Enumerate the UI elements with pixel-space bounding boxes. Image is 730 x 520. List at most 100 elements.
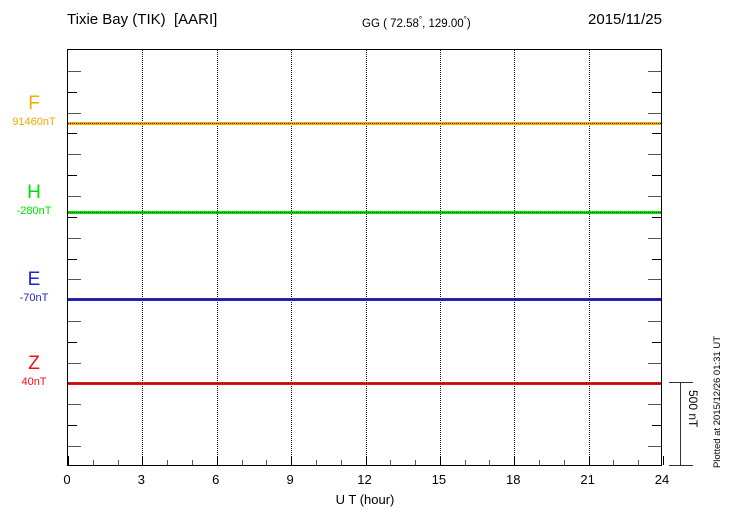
x-tick-label-21: 21 [580,472,595,487]
x-tick-hour-2 [117,460,119,465]
y-tick-left-8 [68,216,77,218]
x-tick-hour-4 [167,460,169,465]
x-tick-hour-8 [266,460,268,465]
trace-noise-F [68,123,661,124]
page-title: Tixie Bay (TIK) [AARI] [67,11,218,28]
x-tick-hour-3 [142,456,144,465]
y-tick-right-13 [648,321,661,323]
component-symbol-Z: Z [28,353,40,374]
y-tick-right-10 [652,258,661,260]
y-tick-right-19 [648,446,661,448]
y-tick-right-3 [648,112,661,114]
x-tick-hour-0 [68,456,69,465]
y-tick-left-12 [68,300,77,302]
x-tick-hour-6 [216,456,218,465]
gridline-hour-9 [291,50,293,465]
y-tick-left-4 [68,133,77,135]
y-tick-left-7 [68,195,81,197]
x-tick-label-24: 24 [654,472,670,487]
y-tick-right-8 [652,216,661,218]
component-label-Z: Z 40nT [2,354,66,389]
y-tick-left-1 [68,70,81,72]
y-tick-right-6 [652,175,661,177]
y-tick-left-2 [68,91,77,93]
y-tick-right-11 [648,279,661,281]
y-tick-right-18 [652,425,661,427]
y-tick-left-3 [68,112,81,114]
gridline-hour-12 [365,50,367,465]
x-tick-hour-10 [315,460,317,465]
y-tick-left-17 [68,404,81,406]
component-baseline-H: -280nT [16,205,52,217]
y-tick-left-13 [68,321,81,323]
trace-noise-H [68,212,661,213]
x-tick-hour-5 [191,460,193,465]
geographic-coordinates: GG ( 72.58°, 129.00°) [362,15,471,30]
component-baseline-E: -70nT [19,292,49,304]
degree-symbol-lat: ° [418,15,423,24]
x-tick-hour-24 [663,456,664,465]
x-tick-label-12: 12 [357,472,372,487]
x-tick-hour-22 [613,460,615,465]
y-tick-left-6 [68,175,77,177]
x-axis-title: U T (hour) [335,492,395,507]
coords-mid: , 129.00 [422,17,464,30]
y-tick-right-2 [652,91,661,93]
gridline-hour-21 [588,50,590,465]
plotted-at-stamp: Plotted at 2015/12/26 01:31 UT [712,336,723,469]
trace-noise-E [68,299,661,300]
gridline-hour-6 [216,50,218,465]
y-tick-left-18 [68,425,77,427]
y-tick-left-10 [68,258,77,260]
x-tick-hour-12 [365,456,367,465]
component-baseline-Z: 40nT [21,376,47,388]
x-tick-hour-9 [291,456,293,465]
y-tick-left-19 [68,446,81,448]
y-tick-right-14 [652,341,661,343]
coords-suffix: ) [466,17,471,30]
observation-date: 2015/11/25 [588,11,662,28]
trace-noise-Z [68,383,661,384]
x-tick-hour-15 [439,456,441,465]
component-symbol-H: H [27,182,41,203]
y-tick-right-17 [648,404,661,406]
x-tick-hour-11 [340,460,342,465]
x-tick-hour-19 [539,460,541,465]
x-tick-hour-21 [588,456,590,465]
x-tick-label-6: 6 [212,472,220,487]
y-tick-right-15 [648,362,661,364]
x-tick-label-3: 3 [137,472,145,487]
y-tick-right-12 [652,300,661,302]
x-tick-hour-16 [464,460,466,465]
x-tick-hour-20 [563,460,565,465]
x-tick-hour-1 [92,460,94,465]
x-tick-label-18: 18 [506,472,521,487]
x-tick-hour-13 [390,460,392,465]
x-tick-hour-18 [514,456,516,465]
y-tick-left-15 [68,362,81,364]
plot-area [67,49,664,466]
x-tick-label-0: 0 [63,472,71,487]
y-tick-right-9 [648,237,661,239]
x-tick-hour-14 [415,460,417,465]
component-label-H: H -280nT [2,183,66,218]
x-tick-hour-7 [241,460,243,465]
degree-symbol-lon: ° [463,15,467,24]
gridline-hour-18 [514,50,516,465]
x-tick-hour-23 [638,460,640,465]
y-tick-right-7 [648,195,661,197]
y-tick-left-9 [68,237,81,239]
x-tick-label-15: 15 [431,472,447,487]
y-tick-left-5 [68,154,81,156]
scale-bar-label: 500 nT [686,390,700,428]
y-tick-left-14 [68,341,77,343]
y-tick-right-1 [648,70,661,72]
x-tick-hour-17 [489,460,491,465]
scale-bar-top-cap [669,382,693,383]
y-tick-right-4 [652,133,661,135]
x-tick-label-9: 9 [286,472,294,487]
scale-bar-bottom-cap [669,465,693,466]
component-baseline-F: 91460nT [12,116,56,128]
gridline-hour-15 [439,50,441,465]
